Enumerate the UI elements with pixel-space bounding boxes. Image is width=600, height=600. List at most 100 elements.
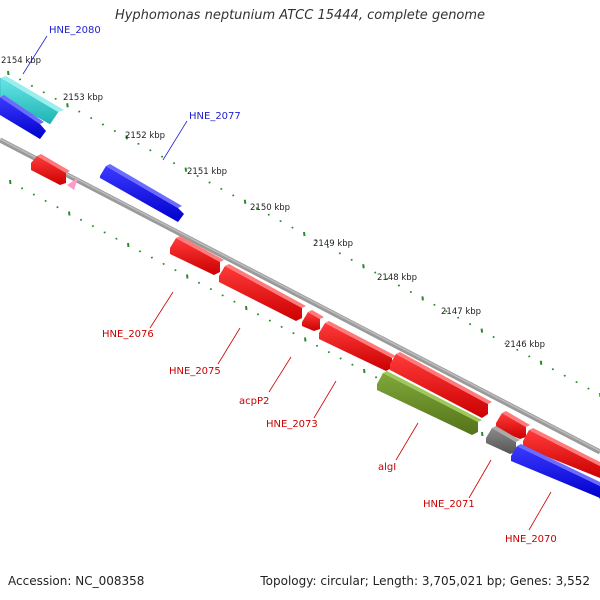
minor-tick [221,294,224,297]
gene-label-hne-2070[interactable]: HNE_2070 [505,534,557,545]
scale-label: 2152 kbp [125,131,165,141]
minor-tick [492,335,495,339]
feature-small-red[interactable] [31,154,70,185]
minor-tick [103,231,106,234]
minor-tick [468,323,472,326]
minor-tick [351,363,354,366]
minor-tick [162,262,165,265]
gene-label-hne-2076[interactable]: HNE_2076 [102,329,154,340]
minor-tick [91,225,94,228]
major-tick [9,179,12,185]
map-title: Hyphomonas neptunium ATCC 15444, complet… [114,8,486,23]
minor-tick [32,193,35,196]
scale-label: 2151 kbp [187,167,227,177]
minor-tick [255,207,258,210]
minor-tick [551,368,554,371]
gene-label-hne-2071[interactable]: HNE_2071 [423,499,475,510]
minor-tick [78,110,81,113]
scale-label: 2148 kbp [377,273,417,283]
genome-summary-text: Topology: circular; Length: 3,705,021 bp… [260,574,590,588]
gene-label-hne-2073[interactable]: HNE_2073 [266,419,318,430]
minor-tick [338,252,341,255]
minor-tick [268,319,271,322]
minor-tick [339,357,342,360]
major-tick [7,70,10,76]
minor-tick [445,310,448,313]
reverse-gene-labels: HNE_2076 HNE_2075 acpP2 HNE_2073 algI HN… [102,291,557,545]
gene-label-hne-2075[interactable]: HNE_2075 [169,366,221,377]
minor-tick [233,300,236,303]
feature-hne-2080[interactable] [0,76,64,125]
minor-tick [79,218,83,221]
minor-tick [220,187,223,190]
minor-tick [279,220,282,223]
feature-hne-2076[interactable] [170,236,224,275]
feature-algi[interactable] [377,371,482,435]
major-tick [66,103,69,108]
feature-hne-2075[interactable] [219,264,306,321]
minor-tick [197,281,201,284]
minor-tick [516,348,519,351]
minor-tick [174,269,177,272]
minor-tick [113,129,116,133]
genome-backbone [0,137,600,455]
feature-hne-2073[interactable] [319,321,396,371]
major-tick [303,231,306,237]
minor-tick [280,325,283,328]
minor-tick [563,374,566,377]
major-tick [127,242,130,248]
major-tick [363,368,366,374]
minor-tick [409,290,412,294]
major-tick [186,274,189,279]
feature-hne-2073b[interactable] [390,352,492,418]
major-tick [480,328,484,333]
minor-tick [20,187,24,190]
minor-tick [90,117,93,120]
major-tick [421,296,424,301]
minor-tick [172,162,176,165]
minor-tick [208,181,211,184]
major-tick [245,305,248,311]
minor-tick [54,97,57,100]
major-tick [481,431,484,437]
minor-tick [326,245,330,248]
feature-hne-2080-blue[interactable] [0,95,46,139]
minor-tick [587,387,590,390]
minor-tick [504,342,507,345]
minor-tick [256,313,260,316]
minor-tick [374,376,378,379]
forward-gene-labels: HNE_2080 HNE_2077 [22,25,241,161]
gene-label-hne-2080[interactable]: HNE_2080 [49,25,101,36]
scale-label: 2153 kbp [63,93,103,103]
minor-tick [209,288,212,291]
feature-pink-arrow[interactable] [67,178,78,190]
scale-label: 2146 kbp [505,340,545,350]
minor-tick [291,226,294,229]
minor-tick [101,123,105,126]
minor-tick [115,237,118,240]
gene-label-acpp2[interactable]: acpP2 [239,396,269,407]
outer-scale-ticks [7,70,600,398]
minor-tick [232,194,235,197]
minor-tick [44,199,47,202]
minor-tick [327,351,330,354]
feature-hne-2077[interactable] [100,164,184,222]
feature-hne-2070-blue[interactable] [511,444,600,498]
major-tick [68,211,71,216]
feature-hne-2071-gray[interactable] [486,426,520,454]
gene-label-hne-2077[interactable]: HNE_2077 [189,111,241,122]
gene-label-algi[interactable]: algI [378,462,396,473]
scale-label: 2149 kbp [313,239,353,249]
feature-hne-2071[interactable] [496,411,530,439]
minor-tick [149,149,152,152]
feature-acpp2[interactable] [302,310,324,331]
minor-tick [292,332,295,335]
feature-hne-2070[interactable] [523,428,600,478]
major-tick [362,264,365,269]
minor-tick [315,344,319,347]
minor-tick [30,84,34,87]
minor-tick [150,256,153,259]
minor-tick [457,316,460,319]
